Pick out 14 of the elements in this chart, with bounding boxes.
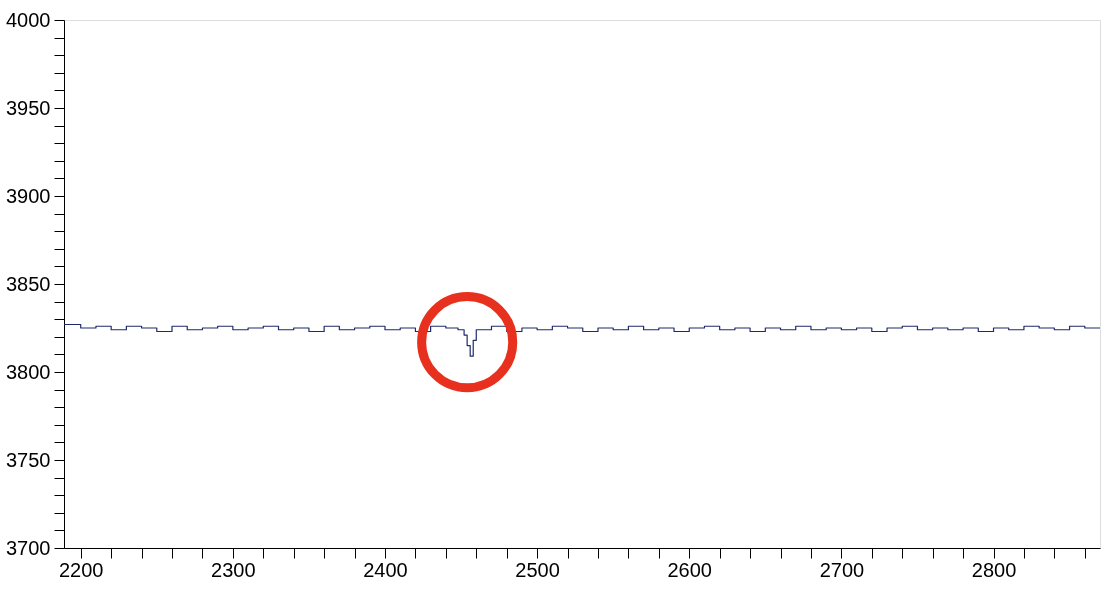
x-tick-label: 2500 [515, 558, 560, 581]
x-tick-label: 2800 [971, 558, 1017, 581]
x-tick-label: 2700 [819, 558, 865, 581]
y-tick-label: 3800 [6, 360, 51, 383]
y-tick-label: 4000 [6, 8, 51, 31]
y-tick-label: 3850 [6, 272, 51, 295]
x-tick-label: 2200 [58, 558, 104, 581]
x-tick-label: 2600 [667, 558, 712, 581]
x-tick-label: 2400 [363, 558, 408, 581]
y-tick-label: 3900 [6, 184, 51, 207]
y-tick-label: 3750 [6, 448, 51, 471]
y-tick-label: 3700 [6, 536, 51, 559]
x-tick-label: 2300 [211, 558, 256, 581]
y-tick-label: 3950 [6, 96, 51, 119]
